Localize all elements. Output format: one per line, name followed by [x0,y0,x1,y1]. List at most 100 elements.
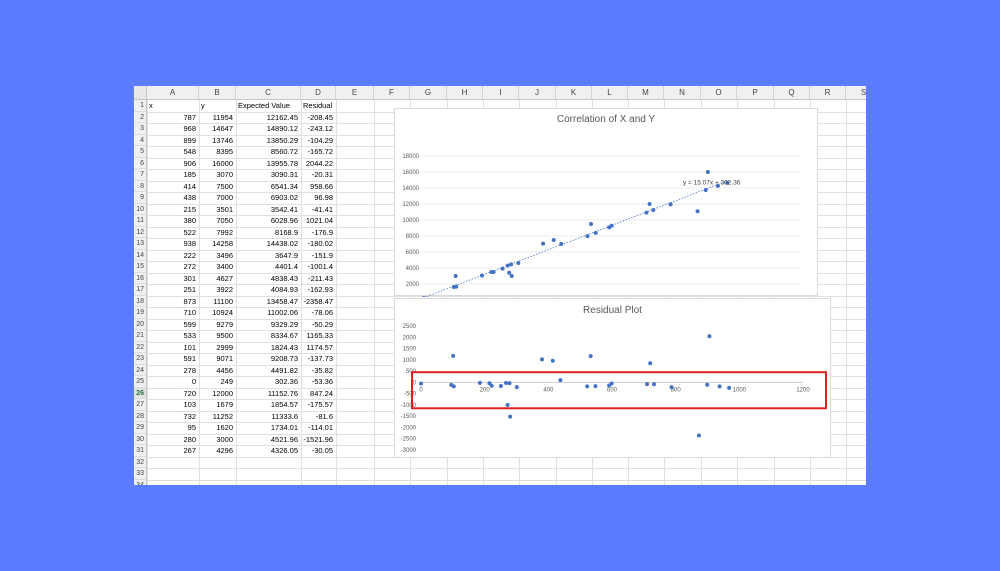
data-cell[interactable]: 278 [183,365,196,375]
row-header-26[interactable]: 26 [134,387,147,399]
correlation-chart[interactable]: Correlation of X and Y 02000400060008000… [394,108,818,297]
row-header-17[interactable]: 17 [134,284,147,296]
column-header-o[interactable]: O [701,86,737,100]
row-header-8[interactable]: 8 [134,180,147,192]
data-cell[interactable]: 414 [183,181,196,191]
data-cell[interactable]: 4401.4 [275,262,298,271]
row-header-15[interactable]: 15 [134,261,147,273]
data-cell[interactable]: 251 [183,285,196,294]
column-header-a[interactable]: A [147,86,199,100]
data-cell[interactable]: -137.73 [307,354,333,363]
residual-chart[interactable]: Residual Plot 2500 2000 1500 1000 500 0 -500 -1… [394,298,831,458]
row-header-19[interactable]: 19 [134,307,147,319]
data-cell[interactable]: 6903.02 [270,193,298,202]
data-cell[interactable]: 438 [183,193,196,202]
data-cell[interactable]: 8395 [216,147,233,156]
column-header-l[interactable]: L [592,86,628,100]
data-cell[interactable]: 1165.33 [306,331,333,340]
row-header-6[interactable]: 6 [134,157,147,169]
data-cell[interactable]: -1521.96 [303,434,333,444]
row-header-16[interactable]: 16 [134,272,147,284]
data-cell[interactable]: 3542.41 [270,204,298,214]
data-cell[interactable]: 16000 [212,158,233,168]
header-cell-c[interactable]: Expected Value [238,101,290,110]
data-cell[interactable]: 6028.96 [270,216,298,225]
data-cell[interactable]: -53.36 [311,377,333,386]
row-header-1[interactable]: 1 [134,100,147,112]
row-header-33[interactable]: 33 [134,468,147,480]
column-header-i[interactable]: I [483,86,519,100]
data-cell[interactable]: 958.66 [310,181,333,191]
data-cell[interactable]: -114.01 [308,423,333,432]
data-cell[interactable]: 591 [183,354,196,363]
row-header-30[interactable]: 30 [134,433,147,445]
data-cell[interactable]: 847.24 [310,388,333,398]
data-cell[interactable]: 11152.76 [267,388,298,398]
row-header-3[interactable]: 3 [134,123,147,135]
data-cell[interactable]: 14890.12 [266,124,298,133]
data-cell[interactable]: 14438.02 [266,239,298,248]
data-cell[interactable]: 732 [183,411,196,421]
data-cell[interactable]: 1679 [216,400,233,409]
data-cell[interactable]: 2999 [216,342,233,352]
data-cell[interactable]: 7500 [216,181,233,191]
data-cell[interactable]: 548 [183,147,196,156]
data-cell[interactable]: 95 [187,423,196,432]
data-cell[interactable]: -180.02 [307,239,333,248]
column-header-j[interactable]: J [519,86,556,100]
column-header-k[interactable]: K [556,86,592,100]
data-cell[interactable]: -175.57 [307,400,333,409]
data-cell[interactable]: 7000 [216,193,233,202]
data-cell[interactable]: 185 [183,170,196,179]
data-cell[interactable]: 3400 [216,262,233,271]
data-cell[interactable]: 0 [191,377,196,386]
column-header-b[interactable]: B [199,86,236,100]
data-cell[interactable]: 13955.78 [266,158,298,168]
data-cell[interactable]: 9071 [216,354,233,363]
row-header-24[interactable]: 24 [134,364,147,376]
data-cell[interactable]: 968 [183,124,196,133]
data-cell[interactable]: 11002.06 [267,308,298,317]
row-header-14[interactable]: 14 [134,249,147,261]
data-cell[interactable]: 533 [183,331,196,340]
row-header-2[interactable]: 2 [134,111,147,123]
data-cell[interactable]: 1824.43 [270,342,298,352]
data-cell[interactable]: 4296 [216,446,233,455]
data-cell[interactable]: 4491.82 [270,365,298,375]
data-cell[interactable]: 8168.9 [275,227,298,237]
data-cell[interactable]: 1734.01 [270,423,298,432]
column-header-m[interactable]: M [628,86,664,100]
data-cell[interactable]: -78.06 [311,308,333,317]
data-cell[interactable]: 8334.67 [270,331,298,340]
data-cell[interactable]: -208.45 [307,112,333,122]
data-cell[interactable]: 2044.22 [305,158,333,168]
data-cell[interactable]: 3922 [216,285,233,294]
data-cell[interactable]: 9279 [216,319,233,329]
data-cell[interactable]: 1620 [216,423,233,432]
data-cell[interactable]: 7050 [216,216,233,225]
column-header-p[interactable]: P [737,86,774,100]
data-cell[interactable]: 1854.57 [270,400,298,409]
data-cell[interactable]: 906 [183,158,196,168]
data-cell[interactable]: -165.72 [307,147,333,156]
data-cell[interactable]: 3090.31 [270,170,298,179]
select-all-corner[interactable] [134,86,147,100]
data-cell[interactable]: 3070 [216,170,233,179]
data-cell[interactable]: 215 [183,204,196,214]
row-header-10[interactable]: 10 [134,203,147,215]
data-cell[interactable]: 3496 [216,250,233,260]
data-cell[interactable]: 1174.57 [306,342,333,352]
data-cell[interactable]: -41.41 [311,204,333,214]
row-header-18[interactable]: 18 [134,295,147,307]
data-cell[interactable]: 14647 [212,124,233,133]
row-header-32[interactable]: 32 [134,456,147,468]
data-cell[interactable]: -1001.4 [307,262,333,271]
data-cell[interactable]: 103 [183,400,196,409]
row-header-31[interactable]: 31 [134,445,147,457]
row-header-12[interactable]: 12 [134,226,147,238]
data-cell[interactable]: 249 [220,377,233,386]
data-cell[interactable]: 6541.34 [270,181,298,191]
data-cell[interactable]: 222 [183,250,196,260]
header-cell-d[interactable]: Residual [303,101,333,110]
data-cell[interactable]: 720 [183,388,196,398]
